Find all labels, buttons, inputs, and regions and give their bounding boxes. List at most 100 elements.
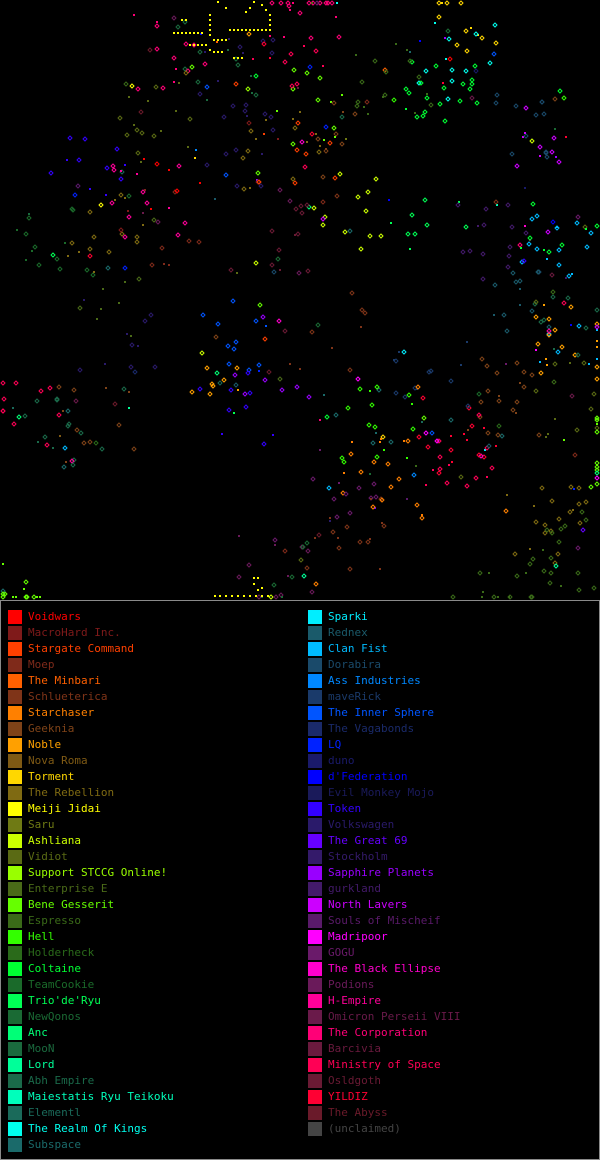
planet-marker[interactable] [193,32,195,34]
planet-marker[interactable] [219,595,221,597]
star-system-marker[interactable] [575,545,581,551]
star-system-marker[interactable] [405,231,411,237]
star-system-marker[interactable] [243,404,249,410]
star-system-marker[interactable] [347,510,353,516]
planet-marker[interactable] [573,488,575,490]
planet-marker[interactable] [197,32,199,34]
star-system-marker[interactable] [23,231,29,237]
star-system-marker[interactable] [479,356,485,362]
planet-marker[interactable] [379,441,381,443]
star-system-marker[interactable] [34,398,40,404]
star-system-marker[interactable] [588,406,594,412]
star-system-marker[interactable] [357,386,363,392]
star-system-marker[interactable] [556,262,562,268]
star-system-marker[interactable] [199,350,205,356]
planet-marker[interactable] [338,482,340,484]
planet-marker[interactable] [133,124,135,126]
star-system-marker[interactable] [514,163,520,169]
planet-marker[interactable] [261,587,263,589]
star-system-marker[interactable] [209,381,215,387]
star-system-marker[interactable] [134,234,140,240]
star-system-marker[interactable] [232,372,238,378]
star-system-marker[interactable] [333,131,339,137]
star-system-marker[interactable] [255,179,261,185]
star-system-marker[interactable] [401,349,407,355]
planet-marker[interactable] [245,29,247,31]
star-system-marker[interactable] [543,150,549,156]
star-system-marker[interactable] [543,149,549,155]
star-system-marker[interactable] [301,573,307,579]
star-system-marker[interactable] [458,0,464,6]
star-system-marker[interactable] [91,234,97,240]
star-system-marker[interactable] [383,69,389,75]
star-system-marker[interactable] [405,438,411,444]
star-system-marker[interactable] [521,369,527,375]
star-system-marker[interactable] [197,386,203,392]
star-system-marker[interactable] [372,58,378,64]
star-system-marker[interactable] [594,223,600,229]
star-system-marker[interactable] [347,566,353,572]
planet-marker[interactable] [319,145,321,147]
star-system-marker[interactable] [436,470,442,476]
star-system-marker[interactable] [144,200,150,206]
star-system-marker[interactable] [513,103,519,109]
planet-marker[interactable] [426,93,428,95]
star-system-marker[interactable] [359,79,365,85]
star-system-marker[interactable] [294,81,300,87]
planet-marker[interactable] [336,2,338,4]
star-system-marker[interactable] [536,269,542,275]
planet-marker[interactable] [414,112,416,114]
star-system-marker[interactable] [295,120,301,126]
star-system-marker[interactable] [561,300,567,306]
planet-marker[interactable] [556,226,558,228]
star-system-marker[interactable] [533,314,539,320]
star-system-marker[interactable] [317,75,323,81]
planet-marker[interactable] [78,251,80,253]
star-system-marker[interactable] [78,430,84,436]
planet-marker[interactable] [217,39,219,41]
planet-marker[interactable] [243,595,245,597]
star-system-marker[interactable] [196,239,202,245]
star-system-marker[interactable] [541,317,547,323]
planet-marker[interactable] [237,389,239,391]
star-system-marker[interactable] [469,423,475,429]
planet-marker[interactable] [213,51,215,53]
planet-marker[interactable] [292,2,294,4]
star-system-marker[interactable] [90,272,96,278]
star-system-marker[interactable] [568,304,574,310]
star-system-marker[interactable] [290,141,296,147]
star-system-marker[interactable] [429,430,435,436]
planet-marker[interactable] [306,141,308,143]
star-system-marker[interactable] [287,198,293,204]
star-system-marker[interactable] [56,412,62,418]
star-system-marker[interactable] [276,247,282,253]
star-system-marker[interactable] [355,99,361,105]
planet-marker[interactable] [227,49,229,51]
star-system-marker[interactable] [213,334,219,340]
star-system-marker[interactable] [388,439,394,445]
star-system-marker[interactable] [494,370,500,376]
star-system-marker[interactable] [221,377,227,383]
star-system-marker[interactable] [197,91,203,97]
star-system-marker[interactable] [555,551,561,557]
planet-marker[interactable] [217,51,219,53]
star-system-marker[interactable] [583,325,589,331]
planet-marker[interactable] [175,110,177,112]
planet-marker[interactable] [369,390,371,392]
planet-marker[interactable] [269,57,271,59]
planet-marker[interactable] [524,132,526,134]
planet-marker[interactable] [102,288,104,290]
star-system-marker[interactable] [535,341,541,347]
star-system-marker[interactable] [331,100,337,106]
star-system-marker[interactable] [529,594,535,600]
star-system-marker[interactable] [289,83,295,89]
planet-marker[interactable] [445,58,447,60]
planet-marker[interactable] [497,596,499,598]
star-system-marker[interactable] [207,391,213,397]
planet-marker[interactable] [124,197,126,199]
star-system-marker[interactable] [551,135,557,141]
planet-marker[interactable] [201,44,203,46]
planet-marker[interactable] [279,269,281,271]
star-system-marker[interactable] [363,208,369,214]
star-system-marker[interactable] [151,133,157,139]
